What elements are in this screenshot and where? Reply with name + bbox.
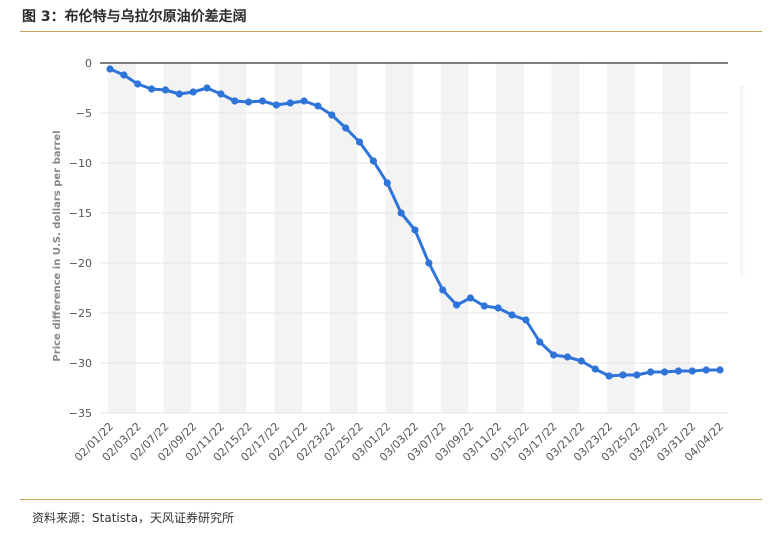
data-point bbox=[439, 286, 447, 294]
data-point bbox=[231, 97, 239, 105]
chart-band bbox=[329, 63, 358, 413]
chart-band bbox=[662, 63, 691, 413]
data-point bbox=[563, 353, 572, 361]
data-point bbox=[550, 351, 558, 359]
data-point bbox=[106, 65, 114, 73]
source-note: 资料来源：Statista，天风证券研究所 bbox=[32, 509, 234, 526]
data-point bbox=[425, 259, 433, 267]
data-point bbox=[633, 371, 641, 379]
data-point bbox=[452, 301, 461, 309]
data-point bbox=[605, 372, 613, 380]
data-point bbox=[175, 90, 183, 98]
y-tick-label: −5 bbox=[76, 107, 92, 120]
chart-band bbox=[108, 63, 136, 413]
y-tick-label: −10 bbox=[69, 157, 92, 170]
data-point bbox=[494, 304, 502, 312]
data-point bbox=[716, 366, 724, 374]
data-point bbox=[314, 102, 322, 110]
data-point bbox=[383, 179, 391, 187]
data-point bbox=[480, 302, 488, 310]
data-point bbox=[134, 80, 142, 88]
data-point bbox=[189, 88, 197, 96]
data-point bbox=[328, 111, 336, 119]
figure-title: 图 3：布伦特与乌拉尔原油价差走阔 bbox=[22, 9, 247, 25]
data-point bbox=[702, 366, 710, 374]
source-divider bbox=[20, 499, 762, 500]
data-point bbox=[342, 124, 350, 132]
y-tick-label: −35 bbox=[69, 407, 92, 420]
source-label: 资料来源： bbox=[32, 511, 93, 525]
data-point bbox=[161, 86, 170, 94]
line-chart: 0 −5 −10 −15 −20 −25 −30 −35 Price difference in… bbox=[52, 57, 728, 464]
y-tick-label: −20 bbox=[69, 257, 92, 270]
data-point bbox=[300, 97, 308, 105]
data-point bbox=[355, 138, 364, 146]
data-point bbox=[286, 99, 294, 107]
chart-band bbox=[163, 63, 192, 413]
data-point bbox=[272, 101, 280, 109]
y-tick-label: −30 bbox=[69, 357, 92, 370]
data-point bbox=[466, 294, 475, 302]
data-point bbox=[217, 90, 225, 98]
chart-area: 0 −5 −10 −15 −20 −25 −30 −35 Price difference in… bbox=[0, 36, 779, 496]
data-point bbox=[397, 209, 405, 217]
chart-band bbox=[274, 63, 303, 413]
chart-band bbox=[607, 63, 635, 413]
data-point bbox=[674, 367, 683, 375]
data-point bbox=[522, 316, 530, 324]
data-point bbox=[411, 226, 419, 234]
y-tick-label: −15 bbox=[69, 207, 92, 220]
y-axis-title: Price difference in U.S. dollars per bar… bbox=[52, 130, 63, 361]
source-text: Statista，天风证券研究所 bbox=[92, 511, 235, 525]
data-point bbox=[203, 84, 211, 92]
data-point bbox=[688, 367, 696, 375]
side-shadow bbox=[740, 86, 746, 276]
data-point bbox=[120, 71, 128, 79]
data-point bbox=[619, 371, 627, 379]
data-point bbox=[647, 368, 655, 376]
title-divider bbox=[20, 31, 762, 32]
data-point bbox=[147, 85, 156, 93]
data-point bbox=[591, 365, 599, 373]
chart-band bbox=[385, 63, 413, 413]
chart-band bbox=[496, 63, 524, 413]
data-point bbox=[508, 311, 516, 319]
data-point bbox=[369, 157, 378, 165]
data-point bbox=[258, 97, 267, 105]
data-point bbox=[536, 338, 544, 346]
data-point bbox=[660, 368, 669, 376]
chart-band bbox=[440, 63, 469, 413]
data-point bbox=[577, 357, 585, 365]
data-point bbox=[245, 98, 253, 106]
y-tick-label: −25 bbox=[69, 307, 92, 320]
y-tick-label: 0 bbox=[85, 57, 92, 70]
chart-band bbox=[218, 63, 247, 413]
